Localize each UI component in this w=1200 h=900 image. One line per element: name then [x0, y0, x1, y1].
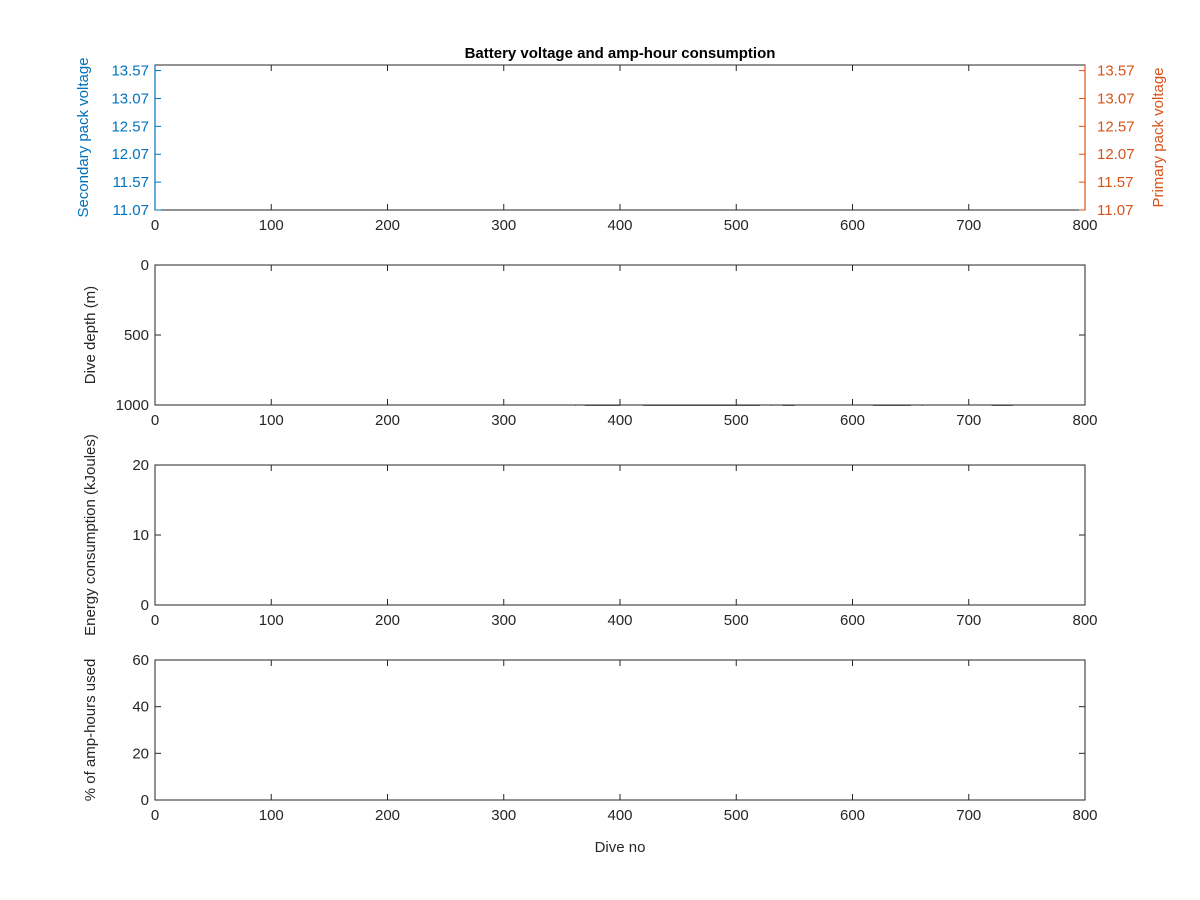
x-tick-label: 100 [259, 412, 284, 429]
panel-4: 0 100 200 300 400 500 600 700 800 0 20 40 60 % of amp… [82, 652, 1098, 856]
x-tick-label: 300 [491, 612, 516, 629]
x-tick-label: 700 [956, 807, 981, 824]
x-axis-label: Dive no [595, 839, 646, 856]
x-tick-label: 600 [840, 807, 865, 824]
y-tick-label: 12.57 [111, 118, 149, 135]
x-tick-label: 800 [1072, 807, 1097, 824]
y-tick-label: 20 [132, 457, 149, 474]
x-tick-label: 700 [956, 612, 981, 629]
y-right-tick-label: 11.57 [1097, 174, 1133, 191]
y-axis-label: Dive depth (m) [82, 286, 99, 384]
y-right-tick-label: 13.07 [1097, 90, 1135, 107]
x-tick-label: 800 [1072, 217, 1097, 234]
x-tick-label: 100 [259, 612, 284, 629]
x-tick-label: 800 [1072, 612, 1097, 629]
y-tick-label: 60 [132, 652, 149, 669]
y-right-tick-label: 12.07 [1097, 146, 1135, 163]
y-tick-label: 0 [141, 257, 149, 274]
chart-title: Battery voltage and amp-hour consumption [465, 45, 776, 62]
x-tick-label: 400 [607, 807, 632, 824]
plots: 0 100 200 300 400 500 600 700 80011.0711.5712.07… [75, 57, 1167, 856]
y-axis-label: Secondary pack voltage [75, 57, 92, 217]
y-tick-label: 0 [141, 597, 149, 614]
y-axis-label: % of amp-hours used [82, 659, 99, 802]
x-tick-label: 400 [607, 412, 632, 429]
x-tick-label: 300 [491, 412, 516, 429]
x-tick-label: 0 [151, 612, 159, 629]
y-axis-label: Energy consumption (kJoules) [82, 434, 99, 636]
x-tick-label: 100 [259, 217, 284, 234]
x-tick-label: 100 [259, 807, 284, 824]
x-tick-label: 700 [956, 217, 981, 234]
x-tick-label: 200 [375, 612, 400, 629]
x-tick-label: 600 [840, 412, 865, 429]
panel-2: 0 100 200 300 400 500 600 700 800 0 500 1000 Dive de… [82, 257, 1098, 429]
x-tick-label: 400 [607, 612, 632, 629]
y-tick-label: 1000 [116, 397, 149, 414]
x-tick-label: 300 [491, 217, 516, 234]
x-tick-label: 0 [151, 217, 159, 234]
x-tick-label: 200 [375, 412, 400, 429]
y-tick-label: 12.07 [111, 146, 149, 163]
x-tick-label: 400 [607, 217, 632, 234]
x-tick-label: 500 [724, 412, 749, 429]
y-tick-label: 20 [132, 745, 149, 762]
y-right-tick-label: 12.57 [1097, 118, 1135, 135]
y-axis-label-right: Primary pack voltage [1150, 67, 1167, 207]
x-tick-label: 500 [724, 612, 749, 629]
y-tick-label: 11.57 [113, 174, 149, 191]
x-tick-label: 700 [956, 412, 981, 429]
y-tick-label: 13.07 [111, 90, 149, 107]
x-tick-label: 0 [151, 807, 159, 824]
y-tick-label: 10 [132, 527, 149, 544]
y-right-tick-label: 11.07 [1097, 202, 1133, 219]
y-tick-label: 0 [141, 792, 149, 809]
y-right-tick-label: 13.57 [1097, 63, 1135, 80]
axes-frame [154, 264, 1086, 406]
x-tick-label: 200 [375, 807, 400, 824]
x-tick-label: 600 [840, 217, 865, 234]
x-tick-label: 300 [491, 807, 516, 824]
axes-frame [154, 464, 1086, 606]
axes-frame [154, 64, 1086, 211]
x-tick-label: 500 [724, 807, 749, 824]
x-tick-label: 200 [375, 217, 400, 234]
y-tick-label: 13.57 [111, 63, 149, 80]
y-tick-label: 11.07 [113, 202, 149, 219]
x-tick-label: 600 [840, 612, 865, 629]
x-tick-label: 0 [151, 412, 159, 429]
y-tick-label: 40 [132, 699, 149, 716]
axes-frame [154, 659, 1086, 801]
x-tick-label: 500 [724, 217, 749, 234]
panel-3: 0 100 200 300 400 500 600 700 800 0 10 20 Energy con… [82, 434, 1098, 636]
x-tick-label: 800 [1072, 412, 1097, 429]
panel-1: 0 100 200 300 400 500 600 700 80011.0711.5712.07… [75, 57, 1167, 234]
y-tick-label: 500 [124, 327, 149, 344]
